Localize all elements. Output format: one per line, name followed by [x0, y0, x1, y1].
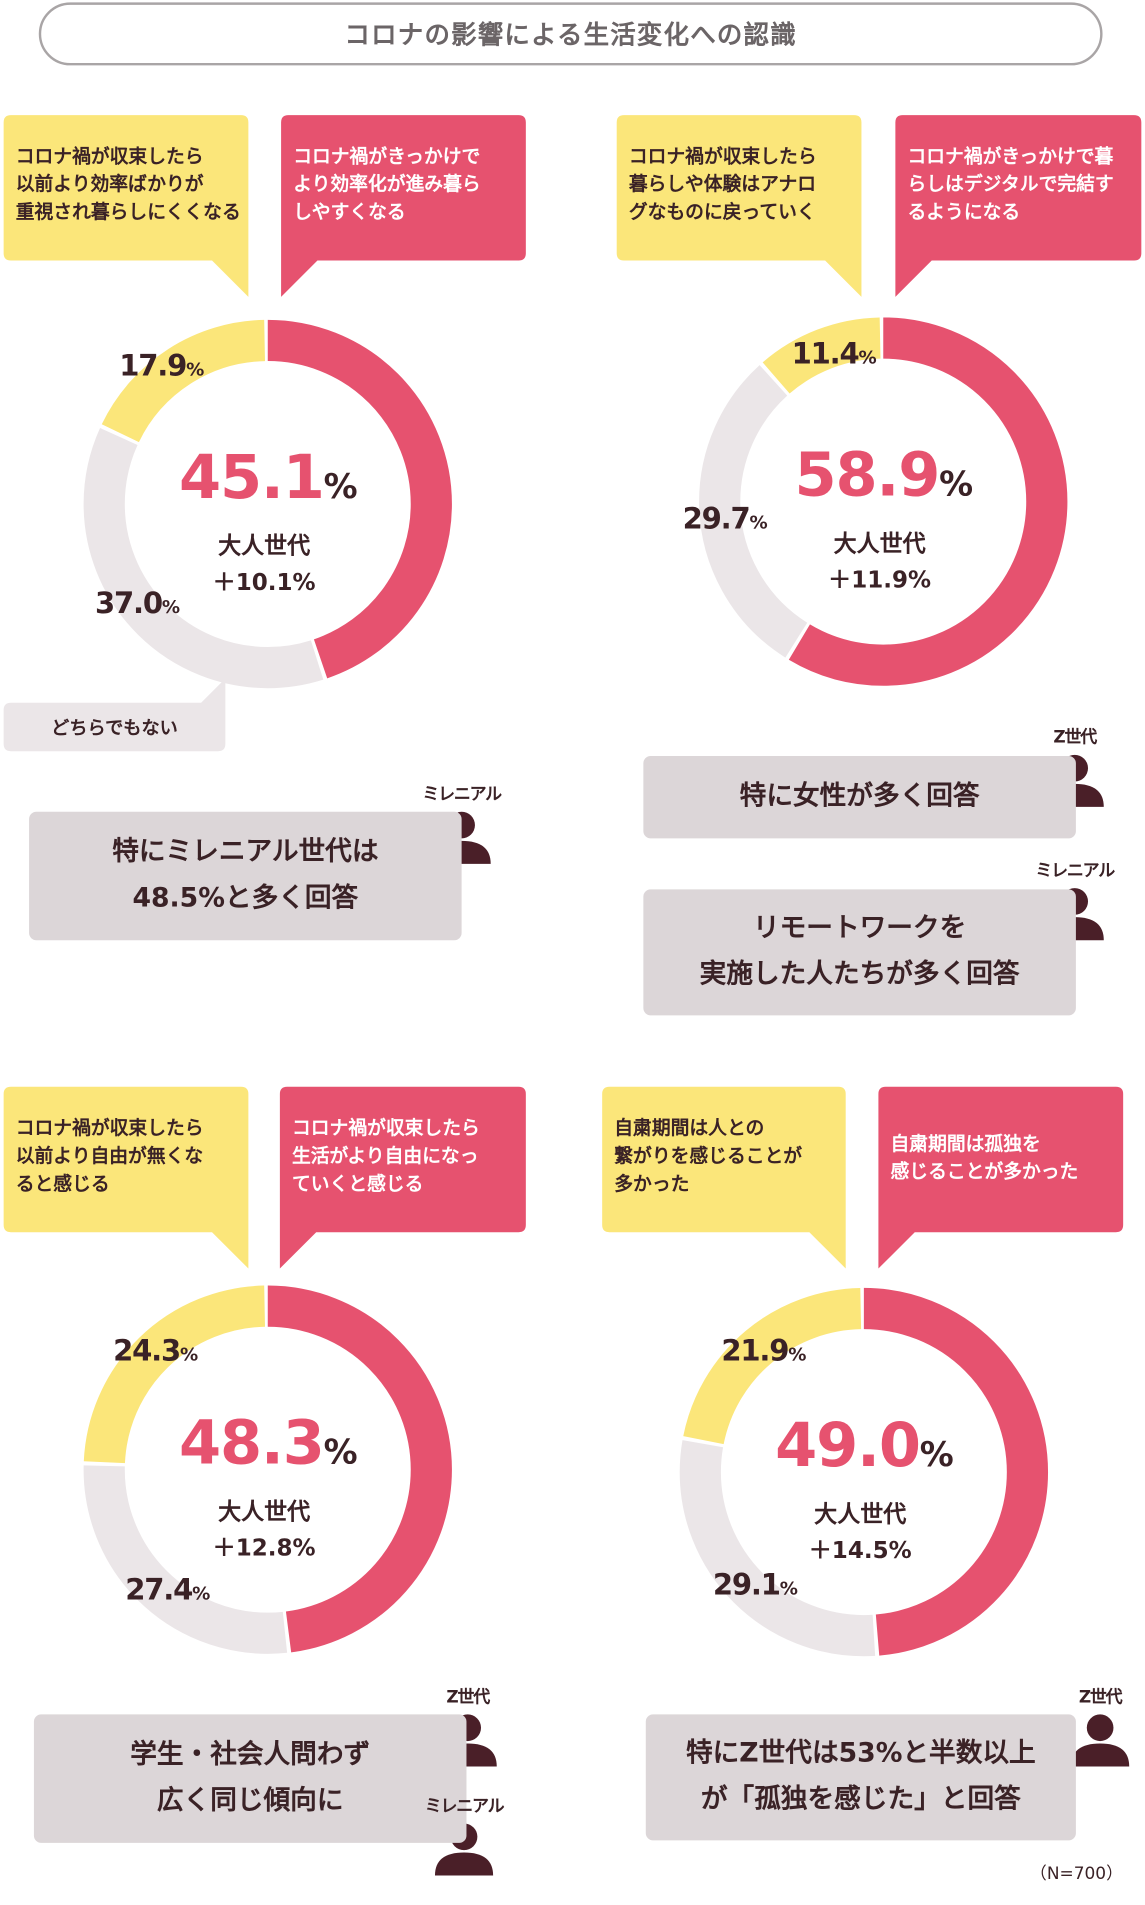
genz-label: Z世代 — [1053, 728, 1097, 748]
negative-value-number: 21.9 — [721, 1333, 789, 1368]
negative-value: 24.3% — [113, 1333, 198, 1368]
positive-bubble — [895, 115, 1142, 297]
millennial-label: ミレニアル — [424, 1796, 505, 1817]
positive-bubble-text: コロナ禍がきっかけで暮 らしはデジタルで完結す るようになる — [907, 145, 1114, 223]
positive-bubble — [878, 1086, 1124, 1269]
adult-diff-value: ＋10.1% — [212, 569, 316, 597]
genz-person-icon-head — [1086, 1714, 1114, 1742]
adult-label: 大人世代 — [814, 1501, 907, 1528]
negative-value: 17.9% — [119, 348, 204, 383]
negative-bubble — [3, 1086, 249, 1269]
adult-label: 大人世代 — [218, 1498, 311, 1526]
negative-bubble — [3, 115, 249, 297]
callout-box: 特にミレニアル世代は 48.5%と多く回答 — [29, 811, 462, 941]
page-title: コロナの影響による生活変化への認識 — [38, 2, 1103, 66]
adult-generation-diff: 大人世代 ＋10.1% — [213, 528, 316, 601]
neither-value-number: 27.4 — [125, 1572, 193, 1607]
percent-sign: % — [788, 1343, 806, 1366]
donut-segment-neither — [699, 317, 1068, 686]
neither-value: 37.0% — [94, 586, 180, 621]
percent-sign: % — [749, 511, 767, 534]
neither-bubble — [3, 678, 226, 752]
callout-box: リモートワークを 実施した人たちが多く回答 — [643, 889, 1076, 1016]
negative-value-number: 17.9 — [119, 348, 187, 383]
sample-size-note: （N=700） — [1029, 1864, 1124, 1885]
positive-value-number: 48.3 — [179, 1407, 325, 1479]
percent-sign: % — [919, 1434, 954, 1475]
donut-segment-positive — [679, 1287, 1049, 1657]
negative-bubble-text: コロナ禍が収束したら 暮らしや体験はアナロ グなものに戻っていく — [628, 145, 817, 223]
negative-value-number: 24.3 — [113, 1333, 181, 1368]
neither-value: 27.4% — [125, 1572, 210, 1607]
donut-segment-neither — [83, 319, 452, 689]
adult-label: 大人世代 — [833, 530, 926, 558]
positive-value-number: 45.1 — [179, 442, 325, 513]
positive-value: 58.9% — [794, 439, 974, 511]
genz-label: Z世代 — [1078, 1687, 1123, 1708]
millennial-label: ミレニアル — [1035, 861, 1115, 881]
callout-box: 学生・社会人問わず 広く同じ傾向に — [33, 1714, 467, 1843]
positive-bubble — [279, 1086, 526, 1269]
neither-value-number: 29.7 — [682, 501, 751, 536]
donut-segment-positive — [83, 1285, 452, 1654]
callout-box: 特に女性が多く回答 — [643, 756, 1076, 839]
percent-sign: % — [323, 1432, 358, 1473]
positive-bubble-text: コロナ禍がきっかけで より効率化が進み暮ら しやすくなる — [293, 145, 481, 223]
percent-sign: % — [180, 1343, 198, 1366]
millennial-person-icon-body — [434, 1852, 494, 1876]
positive-bubble-text: 自粛期間は孤独を 感じることが多かった — [890, 1132, 1079, 1183]
adult-generation-diff: 大人世代 ＋11.9% — [828, 526, 931, 599]
donut-segment-positive — [699, 317, 1068, 686]
negative-bubble-text: コロナ禍が収束したら 以前より自由が無くな ると感じる — [15, 1117, 204, 1195]
adult-diff-value: ＋12.8% — [212, 1535, 316, 1562]
positive-value: 48.3% — [179, 1407, 358, 1479]
neither-label: どちらでもない — [51, 716, 178, 739]
neither-value-number: 29.1 — [712, 1567, 781, 1602]
donut-segment-neither — [83, 1285, 452, 1654]
negative-value: 11.4% — [791, 336, 877, 371]
adult-diff-value: ＋11.9% — [828, 567, 932, 594]
negative-bubble-text: コロナ禍が収束したら 以前より効率ばかりが 重視され暮らしにくくなる — [15, 145, 241, 223]
adult-diff-value: ＋14.5% — [808, 1537, 912, 1565]
percent-sign: % — [186, 358, 204, 381]
millennial-label: ミレニアル — [422, 785, 502, 805]
positive-bubble-text: コロナ禍が収束したら 生活がより自由になっ ていくと感じる — [291, 1117, 480, 1195]
positive-value: 45.1% — [179, 442, 358, 513]
negative-bubble-text: 自粛期間は人との 繋がりを感じることが 多かった — [614, 1117, 803, 1195]
negative-bubble — [616, 115, 862, 297]
positive-value: 49.0% — [775, 1410, 954, 1481]
adult-generation-diff: 大人世代 ＋14.5% — [809, 1496, 912, 1569]
adult-generation-diff: 大人世代 ＋12.8% — [213, 1494, 316, 1567]
percent-sign: % — [779, 1577, 798, 1600]
genz-person-icon-body — [1071, 1743, 1130, 1767]
adult-label: 大人世代 — [218, 533, 311, 560]
neither-value-number: 37.0 — [94, 586, 163, 621]
negative-value: 21.9% — [721, 1333, 806, 1368]
donut-segment-neither — [679, 1287, 1049, 1657]
percent-sign: % — [939, 464, 973, 505]
neither-value: 29.1% — [712, 1567, 798, 1602]
neither-value: 29.7% — [682, 501, 768, 536]
percent-sign: % — [323, 466, 358, 507]
percent-sign: % — [858, 346, 877, 369]
negative-value-number: 11.4 — [791, 336, 860, 371]
donut-segment-positive — [83, 319, 452, 689]
positive-value-number: 58.9 — [794, 439, 941, 511]
positive-value-number: 49.0 — [775, 1410, 921, 1481]
percent-sign: % — [192, 1582, 210, 1605]
negative-bubble — [602, 1086, 846, 1269]
percent-sign: % — [161, 596, 180, 618]
positive-bubble — [281, 115, 526, 297]
callout-box: 特にZ世代は53%と半数以上 が「孤独を感じた」と回答 — [645, 1714, 1076, 1841]
genz-label: Z世代 — [446, 1687, 490, 1708]
